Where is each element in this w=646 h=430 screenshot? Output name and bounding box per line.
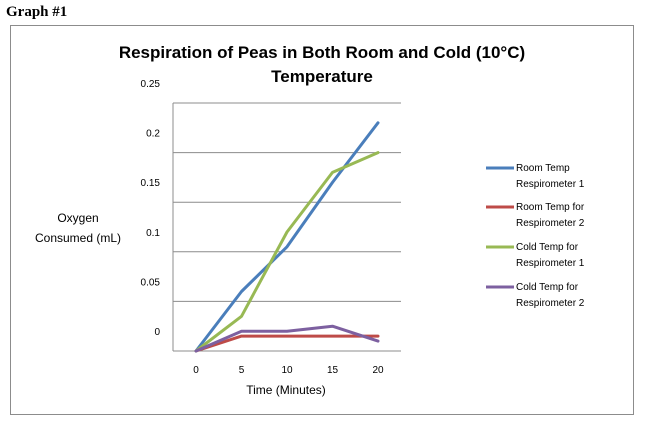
legend-label-3: Cold Temp for bbox=[516, 242, 579, 253]
legend: Room Temp Respirometer 1 Room Temp for Resp… bbox=[486, 163, 585, 309]
x-axis-label: Time (Minutes) bbox=[246, 383, 326, 397]
series-line-2 bbox=[194, 334, 380, 353]
legend-label-1: Respirometer 1 bbox=[516, 179, 585, 190]
x-tick-labels: 0 5 10 15 20 bbox=[193, 365, 384, 376]
y-tick-label: 0.15 bbox=[141, 178, 161, 189]
y-axis-label-line-2: Consumed (mL) bbox=[35, 231, 121, 245]
y-tick-label: 0.2 bbox=[146, 129, 160, 140]
legend-label-3: Respirometer 1 bbox=[516, 258, 585, 269]
x-tick-label: 5 bbox=[239, 365, 245, 376]
legend-label-2: Respirometer 2 bbox=[516, 218, 585, 229]
series-line-3 bbox=[194, 151, 380, 353]
legend-label-2: Room Temp for bbox=[516, 202, 585, 213]
y-tick-label: 0.1 bbox=[146, 228, 160, 239]
chart-title-line-1: Respiration of Peas in Both Room and Col… bbox=[119, 43, 525, 62]
series-line-4 bbox=[194, 324, 380, 353]
x-tick-label: 20 bbox=[372, 365, 384, 376]
chart-title-line-2: Temperature bbox=[271, 67, 373, 86]
gridlines bbox=[173, 102, 401, 352]
series-lines bbox=[194, 121, 380, 353]
chart-frame bbox=[10, 25, 634, 415]
y-tick-label: 0.05 bbox=[141, 277, 161, 288]
legend-label-4: Respirometer 2 bbox=[516, 298, 585, 309]
legend-label-1: Room Temp bbox=[516, 163, 570, 174]
x-tick-label: 0 bbox=[193, 365, 199, 376]
y-tick-label: 0 bbox=[154, 327, 160, 338]
graph-heading: Graph #1 bbox=[6, 4, 68, 20]
x-tick-label: 15 bbox=[327, 365, 339, 376]
y-tick-labels: 0 0.05 0.1 0.15 0.2 0.25 bbox=[141, 79, 161, 338]
y-tick-label: 0.25 bbox=[141, 79, 161, 90]
x-tick-label: 10 bbox=[281, 365, 293, 376]
series-line-1 bbox=[194, 121, 380, 353]
legend-label-4: Cold Temp for bbox=[516, 282, 579, 293]
y-axis-label-line-1: Oxygen bbox=[57, 211, 98, 225]
